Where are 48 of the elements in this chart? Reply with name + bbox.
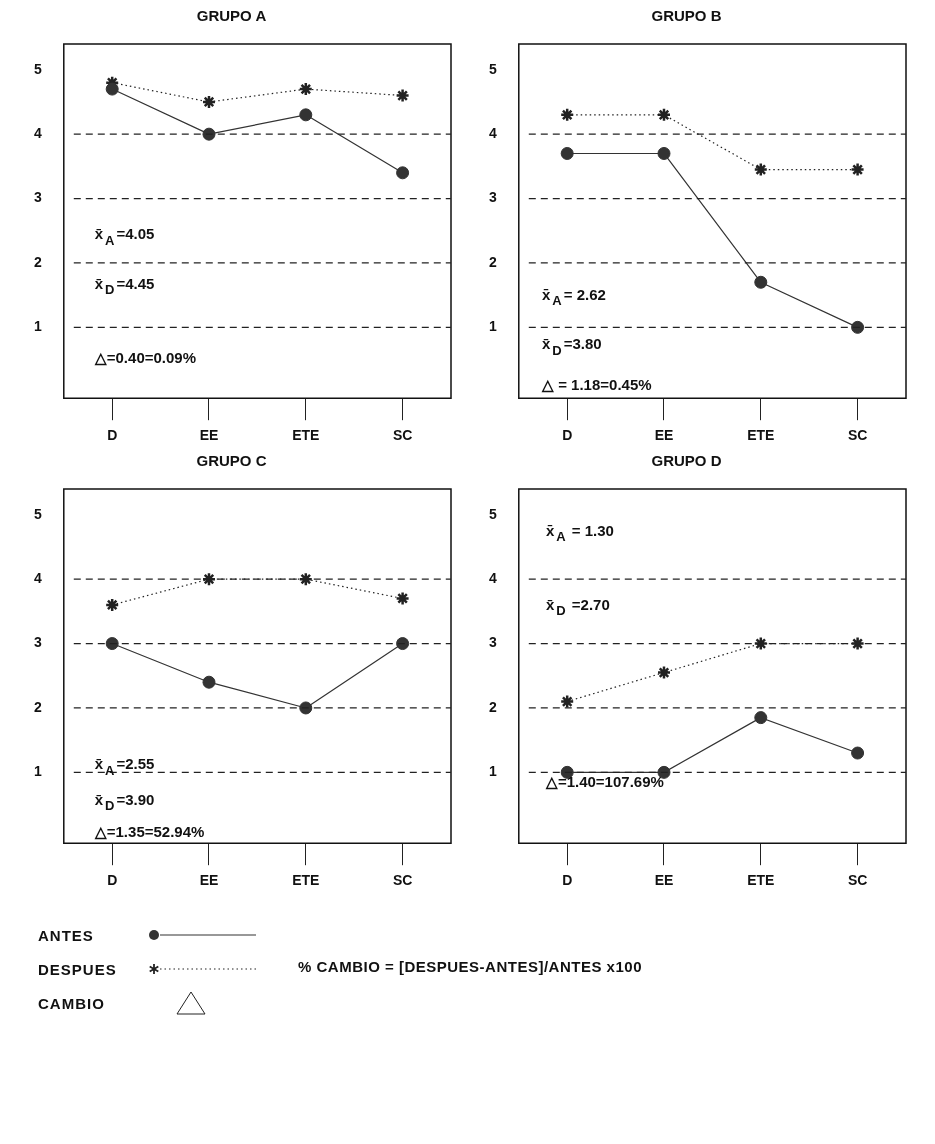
y-tick-label: 1 <box>488 763 497 780</box>
annotation: △=1.40=107.69% <box>544 773 664 791</box>
chart-title: GRUPO B <box>651 7 722 25</box>
y-tick-label: 2 <box>488 253 497 270</box>
y-tick-label: 1 <box>33 318 42 335</box>
annotation: △=1.35=52.94% <box>93 822 205 840</box>
x-tick-label: SC <box>847 427 868 444</box>
y-tick-label: 5 <box>488 505 497 522</box>
x-tick-label: D <box>562 427 573 444</box>
x-tick-label: D <box>562 872 573 889</box>
y-tick-label: 2 <box>33 253 42 270</box>
annotation: △ = 1.18=0.45% <box>541 375 652 393</box>
y-tick-label: 3 <box>33 189 42 206</box>
x-tick-label: ETE <box>292 427 320 444</box>
x-tick-label: ETE <box>747 872 775 889</box>
chart-title: GRUPO C <box>196 452 267 470</box>
y-tick-label: 4 <box>488 570 497 587</box>
y-tick-label: 4 <box>33 570 42 587</box>
x-tick-label: EE <box>654 427 674 444</box>
text: DESPUES <box>38 960 117 978</box>
chart-title: GRUPO D <box>651 452 722 470</box>
x-tick-label: EE <box>654 872 674 889</box>
y-tick-label: 3 <box>488 634 497 651</box>
y-tick-label: 4 <box>33 125 42 142</box>
chart-title: GRUPO A <box>196 7 267 25</box>
x-tick-label: EE <box>199 427 219 444</box>
y-tick-label: 1 <box>33 763 42 780</box>
y-tick-label: 2 <box>488 698 497 715</box>
y-tick-label: 5 <box>33 60 42 77</box>
annotation: △=0.40=0.09% <box>93 349 197 367</box>
y-tick-label: 2 <box>33 698 42 715</box>
x-tick-label: SC <box>392 427 413 444</box>
y-tick-label: 4 <box>488 125 497 142</box>
text: % CAMBIO = [DESPUES-ANTES]/ANTES x100 <box>298 958 642 975</box>
x-tick-label: SC <box>847 872 868 889</box>
x-tick-label: ETE <box>747 427 775 444</box>
text: ANTES <box>38 926 94 944</box>
x-tick-label: SC <box>392 872 413 889</box>
x-tick-label: D <box>107 427 118 444</box>
y-tick-label: 5 <box>488 60 497 77</box>
x-tick-label: ETE <box>292 872 320 889</box>
y-tick-label: 3 <box>488 189 497 206</box>
y-tick-label: 1 <box>488 318 497 335</box>
y-tick-label: 3 <box>33 634 42 651</box>
text: CAMBIO <box>38 994 106 1012</box>
x-tick-label: D <box>107 872 118 889</box>
x-tick-label: EE <box>199 872 219 889</box>
y-tick-label: 5 <box>33 505 42 522</box>
